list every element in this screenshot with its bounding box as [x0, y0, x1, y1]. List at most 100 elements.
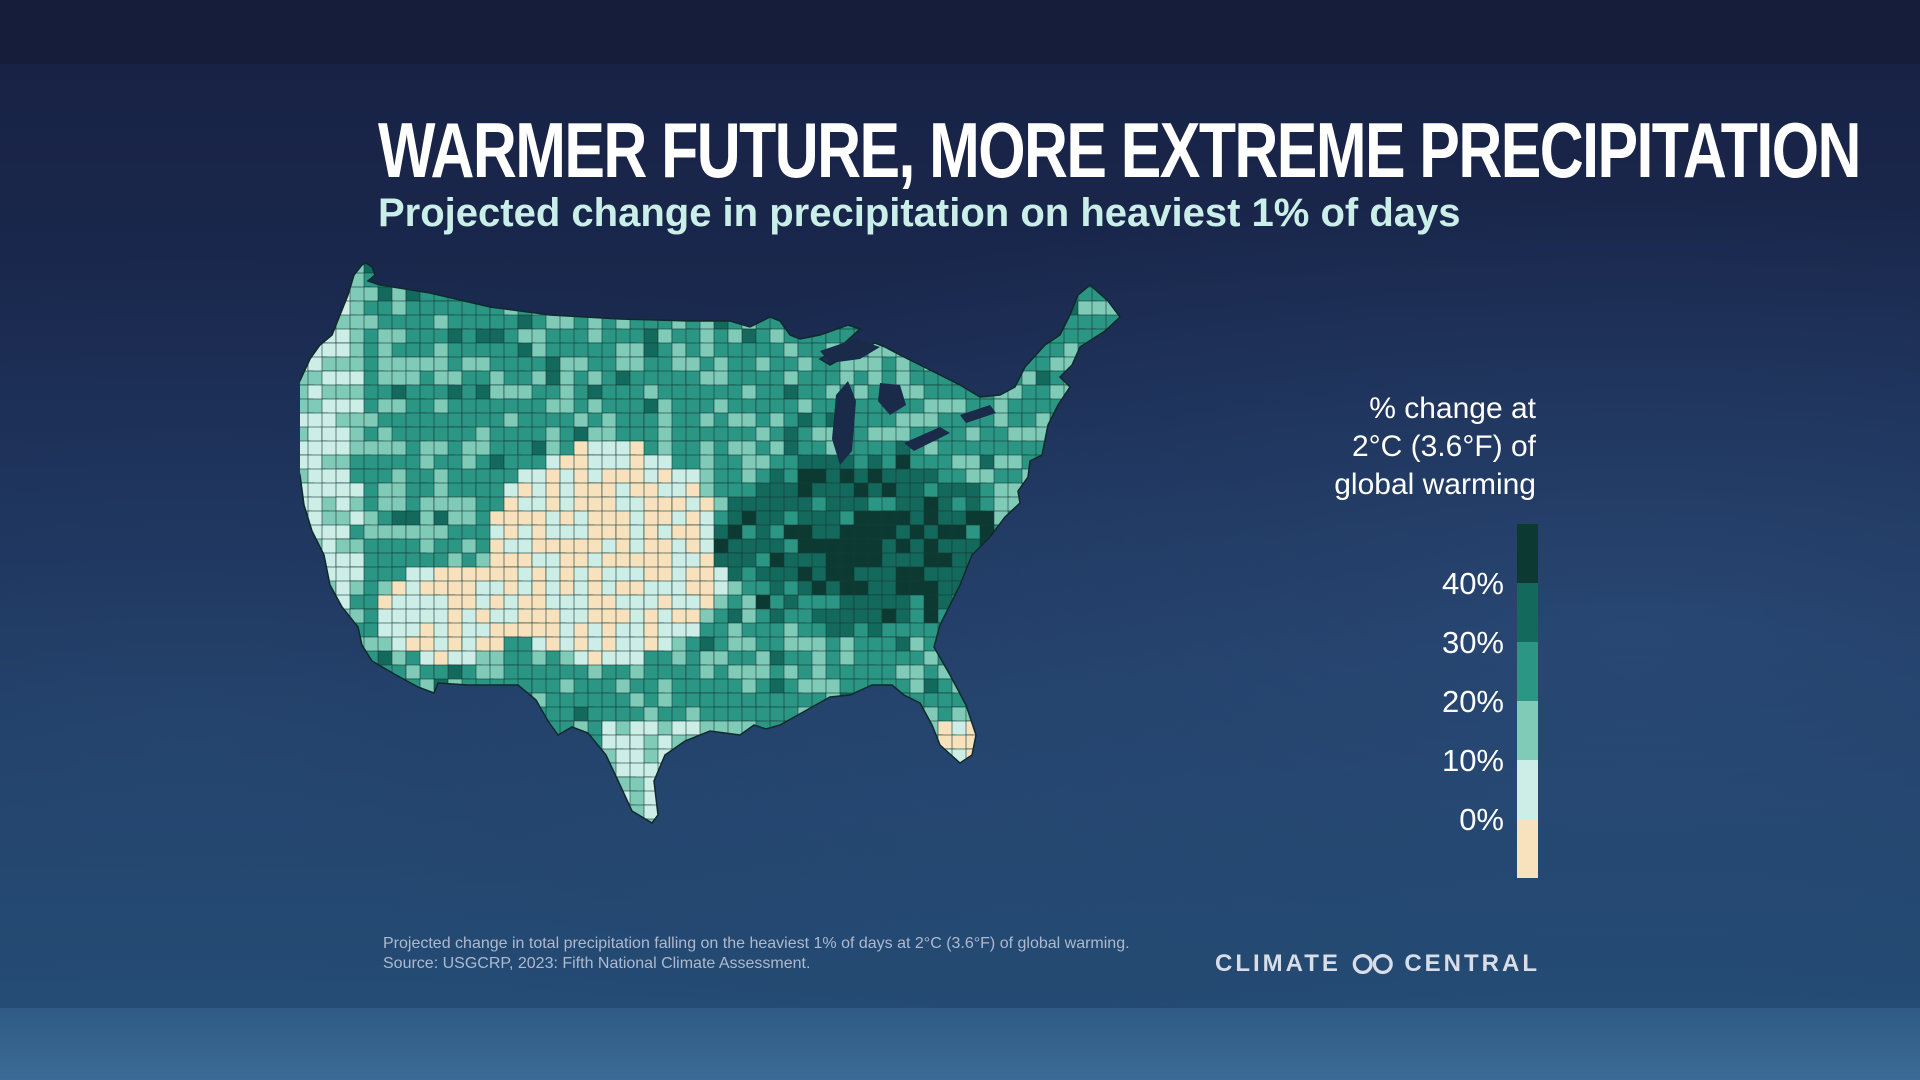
county-cell [742, 255, 759, 259]
county-cell [979, 566, 998, 583]
county-cell [825, 510, 841, 527]
county-cell [1049, 748, 1071, 769]
county-cell [475, 263, 491, 265]
county-cell [812, 847, 829, 862]
county-cell [503, 790, 519, 807]
county-cell [518, 847, 538, 863]
county-cell [643, 300, 665, 320]
county-cell [769, 776, 789, 794]
county-cell [923, 300, 946, 321]
county-cell [364, 833, 383, 848]
county-cell [979, 650, 996, 666]
county-cell [951, 790, 967, 806]
county-cell [980, 847, 996, 864]
county-cell [1078, 833, 1096, 849]
county-cell [587, 608, 604, 625]
county-cell [1105, 328, 1120, 347]
county-cell [895, 818, 915, 823]
county-cell [839, 706, 855, 724]
county-cell [909, 263, 930, 276]
county-cell [1134, 749, 1155, 766]
county-cell [1119, 678, 1120, 698]
county-cell [349, 678, 365, 697]
county-cell [447, 580, 464, 598]
county-cell [559, 272, 576, 292]
county-cell [741, 328, 759, 344]
county-cell [965, 272, 987, 293]
county-cell [517, 356, 533, 373]
county-cell [1035, 468, 1052, 484]
county-cell [1021, 300, 1040, 316]
county-cell [363, 426, 379, 444]
county-cell [559, 580, 575, 597]
county-cell [307, 664, 330, 685]
county-cell [1105, 776, 1120, 796]
county-cell [1008, 833, 1024, 850]
county-cell [1063, 440, 1083, 458]
county-cell [1077, 692, 1099, 711]
county-cell [937, 314, 958, 333]
county-cell [685, 818, 706, 823]
county-cell [993, 804, 1014, 823]
county-cell [756, 833, 771, 852]
county-cell [1035, 580, 1052, 597]
county-cell [896, 255, 914, 259]
county-cell [965, 608, 988, 628]
county-cell [797, 300, 820, 319]
county-cell [615, 263, 631, 275]
county-cell [1064, 847, 1083, 861]
county-cell [335, 734, 353, 752]
county-cell [615, 818, 635, 823]
county-cell [419, 440, 436, 458]
county-cell [377, 263, 393, 265]
county-cell [811, 692, 827, 712]
county-cell [1049, 263, 1072, 277]
county-cell [461, 398, 479, 416]
county-cell [587, 818, 609, 823]
county-cell [1134, 595, 1152, 614]
county-cell [895, 804, 912, 822]
county-cell [559, 608, 576, 625]
county-cell [559, 300, 578, 317]
county-cell [979, 272, 1000, 291]
county-cell [503, 720, 523, 740]
county-cell [979, 314, 996, 333]
county-cell [1105, 804, 1120, 822]
county-cell [1008, 255, 1025, 261]
county-cell [1021, 734, 1042, 752]
county-cell [1077, 370, 1097, 390]
county-cell [979, 263, 996, 274]
county-cell [1063, 496, 1079, 517]
county-cell [951, 818, 973, 823]
county-cell [1119, 748, 1120, 765]
county-cell [685, 692, 701, 710]
county-cell [811, 748, 829, 768]
county-cell [1049, 272, 1066, 289]
county-cell [979, 734, 1000, 753]
county-cell [770, 847, 785, 866]
county-cell [853, 300, 876, 317]
county-cell [517, 580, 533, 598]
county-cell [517, 286, 533, 303]
county-cell [419, 692, 437, 712]
county-cell [769, 328, 787, 345]
county-cell [1105, 524, 1120, 542]
county-cell [517, 790, 538, 809]
county-cell [1035, 300, 1051, 316]
county-cell [1077, 263, 1094, 274]
county-cell [797, 720, 819, 741]
county-cell [1119, 762, 1120, 778]
county-cell [700, 847, 719, 863]
county-cell [895, 790, 913, 809]
county-cell [741, 762, 760, 783]
county-cell [1063, 263, 1082, 265]
county-cell [965, 328, 984, 349]
county-cell [1134, 497, 1153, 511]
county-cell [1119, 482, 1120, 501]
county-cell [797, 314, 813, 334]
county-cell [671, 818, 689, 823]
county-cell [685, 426, 701, 442]
county-cell [587, 300, 604, 320]
county-cell [1049, 734, 1066, 751]
county-cell [840, 847, 860, 861]
